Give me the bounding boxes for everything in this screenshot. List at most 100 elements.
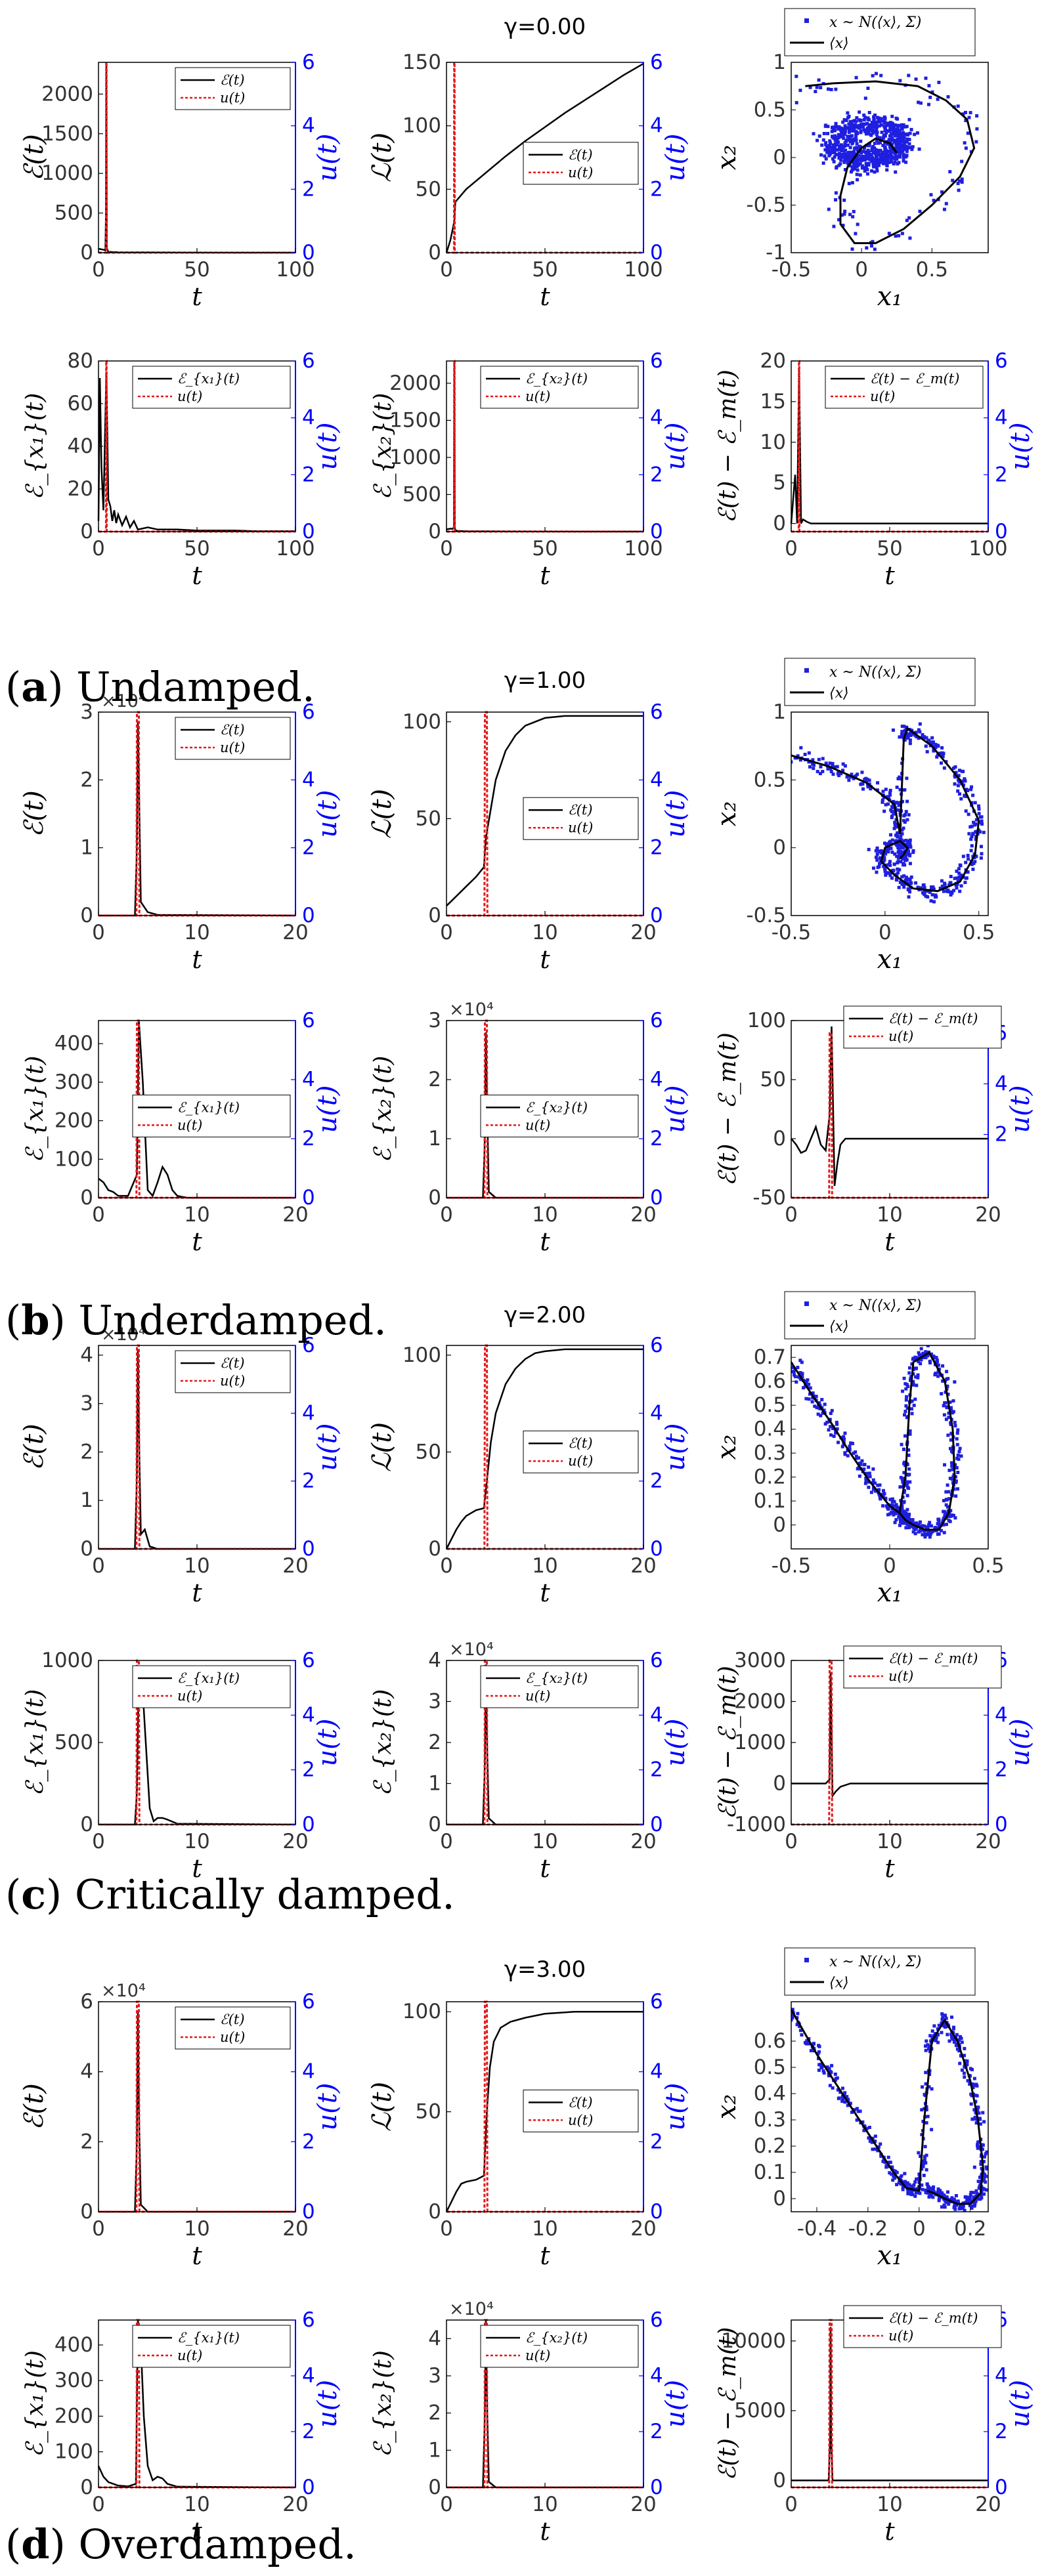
y-tick-label: -0.5	[747, 904, 787, 927]
y2-tick-label: 0	[650, 904, 663, 927]
sample-point	[930, 887, 934, 891]
legend-label-mean: ⟨x⟩	[829, 1975, 849, 1991]
sample-point	[957, 2038, 961, 2042]
sample-point	[978, 2117, 982, 2121]
sample-point	[875, 846, 879, 850]
legend-label-samples: x ~ N(⟨x⟩, Σ)	[829, 664, 921, 681]
y-tick-label: 2	[80, 1440, 93, 1464]
sample-point	[940, 746, 944, 750]
sample-point	[898, 1515, 902, 1519]
sample-point	[877, 864, 881, 868]
sample-point	[875, 870, 879, 874]
sample-point	[908, 236, 912, 240]
sample-point	[976, 2143, 980, 2147]
sample-point	[837, 133, 840, 137]
sample-point	[869, 133, 873, 137]
sample-point	[979, 845, 983, 849]
sample-point	[893, 1521, 897, 1525]
sample-point	[870, 146, 874, 150]
sample-point	[896, 148, 900, 152]
sample-point	[894, 170, 898, 174]
sample-point	[961, 770, 965, 774]
y-tick-label: 500	[402, 482, 441, 506]
x-axis-label: t	[192, 1227, 202, 1256]
sample-point	[919, 101, 923, 105]
y-axis-label: ℰ_{x₁}(t)	[22, 2350, 49, 2457]
x-tick-label: 10	[532, 1554, 557, 1578]
sample-point	[928, 1524, 932, 1528]
sample-point	[881, 1489, 885, 1492]
sample-point	[816, 2052, 820, 2056]
x-tick-label: 0	[440, 1203, 453, 1227]
sample-point	[899, 834, 903, 838]
y2-axis-label: u(t)	[313, 422, 343, 470]
sample-point	[905, 818, 909, 822]
y2-tick-label: 4	[302, 1068, 315, 1091]
x-tick-label: 10	[184, 921, 209, 944]
sample-point	[951, 179, 955, 182]
x-tick-label: 100	[624, 258, 663, 282]
sample-point	[940, 884, 944, 888]
legend-swatch-samples	[804, 1958, 809, 1962]
legend-box	[480, 2325, 639, 2368]
sample-point	[965, 2059, 969, 2063]
sample-point	[873, 1489, 877, 1493]
sample-point	[864, 1477, 868, 1481]
sample-point	[935, 755, 939, 759]
sample-point	[953, 876, 957, 880]
sample-point	[958, 1446, 962, 1450]
sample-point	[867, 111, 871, 115]
sample-point	[833, 145, 837, 149]
sample-point	[817, 2050, 821, 2054]
sample-point	[886, 150, 890, 154]
y-tick-label: 0	[773, 146, 786, 169]
sample-point	[906, 1517, 910, 1521]
sample-point	[944, 2201, 948, 2205]
sample-point	[856, 2109, 860, 2113]
sample-point	[881, 1494, 885, 1498]
y-tick-label: 1	[80, 1489, 93, 1512]
sample-point	[878, 1483, 882, 1487]
sample-point	[840, 1445, 844, 1448]
sample-point	[872, 115, 876, 119]
sample-point	[858, 2109, 862, 2113]
legend-box	[843, 2305, 1002, 2348]
sample-point	[847, 131, 851, 135]
y-tick-label: 500	[54, 1731, 93, 1754]
sample-point	[898, 144, 902, 148]
sample-point	[963, 2065, 967, 2069]
y-tick-label: 150	[402, 51, 441, 74]
sample-point	[898, 79, 902, 83]
legend: ℰ(t)u(t)	[523, 797, 639, 840]
sample-point	[961, 855, 965, 858]
sample-point	[952, 889, 956, 893]
sample-point	[903, 1512, 907, 1516]
sample-point	[898, 853, 902, 857]
sample-point	[891, 809, 895, 813]
sample-point	[930, 743, 934, 747]
sample-point	[948, 1401, 952, 1404]
sample-point	[899, 2182, 903, 2186]
sample-point	[909, 2184, 913, 2188]
sample-point	[920, 2108, 924, 2112]
sample-point	[898, 735, 902, 739]
sample-point	[933, 1373, 937, 1377]
axes-frame	[791, 711, 989, 916]
y-tick-label: 100	[54, 2440, 93, 2464]
sample-point	[903, 1382, 907, 1385]
sample-point	[910, 2190, 914, 2194]
sample-point	[985, 2167, 988, 2171]
x-tick-label: 0	[913, 2217, 926, 2241]
sample-point	[888, 148, 892, 152]
sample-point	[875, 788, 879, 792]
sample-point	[920, 2183, 924, 2187]
sample-point	[902, 1521, 906, 1525]
sample-point	[829, 1412, 833, 1416]
sample-point	[903, 738, 907, 742]
sample-point	[840, 2086, 844, 2090]
sample-point	[841, 2098, 845, 2102]
x-tick-label: 0	[92, 1830, 105, 1853]
sample-point	[959, 2204, 963, 2208]
y-tick-label: 0.5	[754, 1393, 786, 1417]
sample-point	[825, 146, 829, 150]
